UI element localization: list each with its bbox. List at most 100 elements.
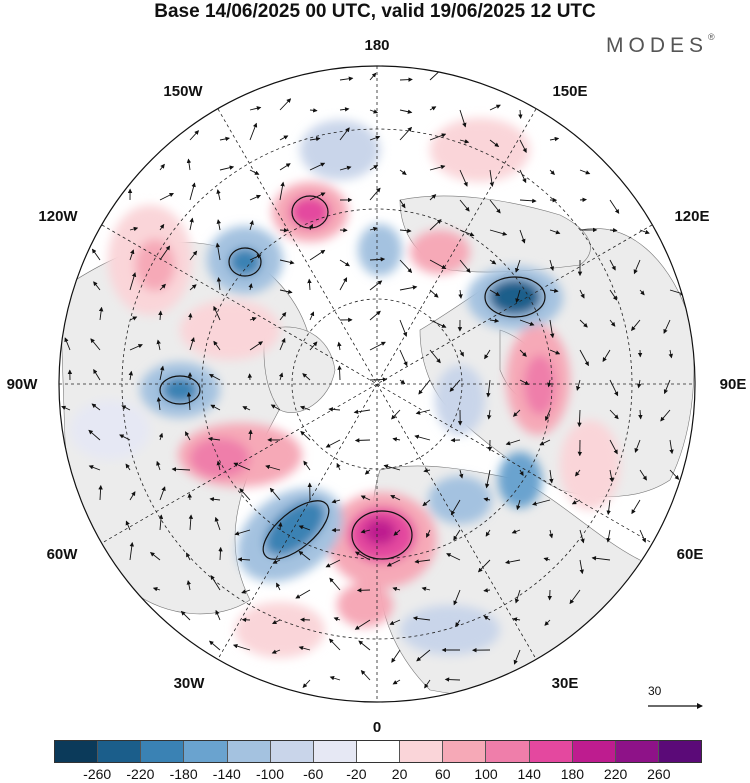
colorbar-swatch [313,741,357,762]
wind-arrow [631,499,641,515]
wind-arrow [569,589,581,605]
wind-arrow [279,181,285,201]
wind-arrow [339,165,352,171]
colorbar-tick-label: 220 [603,766,628,782]
wind-arrow [360,529,371,534]
wind-arrow [399,259,413,273]
wind-arrow [429,164,446,171]
wind-arrow [189,284,197,291]
wind-arrow [333,617,341,622]
wind-arrow [513,649,521,665]
wind-arrow [329,675,341,681]
wind-arrow [549,288,559,293]
wind-arrow [549,469,554,484]
wind-arrow [125,463,131,471]
wind-arrow [121,405,131,411]
wind-arrow [609,469,614,483]
wind-arrow [444,677,461,682]
wind-arrow [390,495,401,501]
wind-arrow [91,403,101,411]
wind-arrow [188,312,193,321]
lon-label-30e: 30E [552,675,579,692]
wind-arrow [369,341,386,351]
wind-arrow [358,640,371,651]
wind-arrow [98,306,104,321]
wind-arrow [545,409,551,421]
wind-arrow [331,499,341,504]
wind-arrow [270,404,281,411]
wind-arrow [213,340,221,351]
wind-arrow [278,372,284,381]
wind-arrow [276,582,281,591]
colorbar-swatch [55,741,99,762]
wind-arrow [279,135,289,141]
geopotential-contours [159,195,546,560]
wind-arrow [302,679,311,688]
colorbar-swatch [572,741,616,762]
wind-arrow [399,126,413,141]
wind-arrow [609,289,618,301]
wind-arrow [369,135,381,141]
wind-arrow [634,439,641,453]
lon-label-120e: 120E [674,208,709,225]
colorbar-tick-label: -140 [212,766,241,782]
wind-arrow [129,316,138,321]
colorbar-swatch [658,741,702,762]
wind-arrow [669,439,674,455]
colorbar-tick-label: -20 [346,766,367,782]
colorbar-swatch [486,741,530,762]
wind-arrow [171,467,191,472]
wind-arrow [218,546,223,561]
wind-arrow [532,499,551,506]
lon-label-90e: 90E [720,376,747,393]
colorbar-tick-label: -220 [126,766,155,782]
wind-arrow [88,429,101,441]
brand-logo: MODES® [606,32,715,58]
wind-arrow [98,484,103,501]
colorbar [54,740,702,763]
wind-arrow [237,557,251,562]
wind-arrow [249,220,254,231]
wind-arrow [337,341,342,351]
wind-arrow [489,104,501,111]
wind-arrow [159,365,165,381]
wind-arrow [249,194,261,201]
graticule [59,66,695,702]
wind-arrow [156,396,162,411]
wind-arrow [88,465,101,471]
wind-arrow [392,679,401,685]
wind-arrow [549,319,555,339]
wind-arrow [360,670,371,681]
map-title: Base 14/06/2025 00 UTC, valid 19/06/2025… [154,1,596,22]
wind-arrow [399,77,413,82]
wind-arrow [429,194,437,201]
wind-arrow [429,106,437,111]
wind-arrow [483,615,491,621]
wind-arrow [424,679,431,689]
wind-arrow [239,488,251,501]
wind-arrow [159,283,166,291]
wind-arrow [242,406,251,411]
wind-arrow [459,259,471,273]
wind-arrow [458,469,464,479]
wind-arrow [265,464,281,471]
wind-arrow [511,529,521,534]
wind-arrow [360,495,371,501]
colorbar-tick-label: 260 [647,766,671,782]
wind-arrow [216,277,222,291]
wind-arrow [156,339,161,351]
wind-arrow [548,529,554,539]
wind-arrow [159,192,174,201]
wind-arrow [606,529,611,543]
wind-arrow [639,229,650,235]
wind-arrow [186,580,192,591]
lon-label-90w: 90W [7,376,39,393]
wind-arrow [429,259,447,269]
wind-arrow [512,617,521,622]
wind-arrow [429,133,447,141]
wind-arrow [453,589,461,606]
wind-arrow [208,374,221,381]
wind-arrow [308,223,313,231]
wind-arrow [219,165,235,171]
colorbar-tick-label: -100 [255,766,285,782]
